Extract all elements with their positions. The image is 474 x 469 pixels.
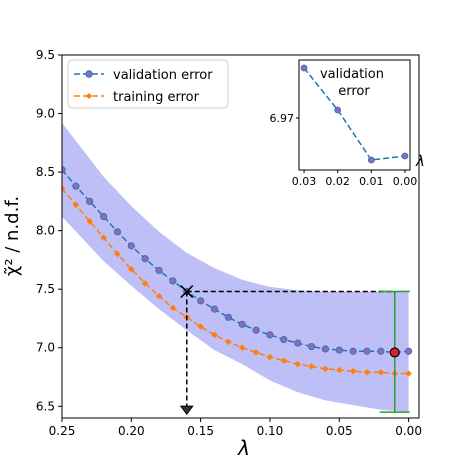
validation-error-point [335,346,343,354]
training-error-point [238,344,246,352]
inset-title: validation [320,67,384,82]
inset-x-tick-label: 0.00 [393,175,418,188]
validation-error-point [113,228,122,236]
inset-x-axis-label: λ [415,152,425,170]
inset-x-tick-label: 0.02 [325,175,350,188]
x-axis-label: λ [237,436,250,460]
training-error-point [308,363,315,370]
validation-error-point [252,326,260,334]
training-error-point [100,234,107,242]
training-error-point [211,331,218,339]
down-arrow-marker [179,405,194,415]
legend-swatch-marker [86,93,92,99]
y-axis-label: χ̃² / n.d.f. [2,196,23,276]
main-plot-area [62,122,413,415]
validation-error-point [210,305,219,313]
training-error-point [127,265,135,273]
y-tick-label: 7.0 [36,341,55,355]
training-error-point [322,365,329,373]
highlighted-point [389,347,400,358]
inset-validation-line [303,67,406,161]
training-error-point [377,368,385,376]
inset-title-line2: error [338,84,370,99]
validation-error-point [127,242,135,250]
training-error-point [62,185,66,192]
legend-label: training error [113,90,200,105]
inset-point [401,152,409,160]
training-error-point [141,279,149,287]
training-error-point [363,368,371,376]
validation-error-point [141,255,149,263]
x-tick-label: 0.15 [187,424,214,438]
legend-box [67,59,229,109]
validation-error-point [280,335,288,344]
validation-error-point [238,320,246,328]
training-error-point [405,370,412,377]
training-error-point [266,353,274,361]
training-error-point [169,304,177,312]
validation-error-point [321,345,330,353]
training-error-point [114,250,121,258]
validation-error-point [377,347,385,355]
validation-error-point [72,182,80,190]
y-tick-label: 7.5 [36,282,55,296]
training-error-point [252,349,260,356]
x-tick-label: 0.05 [326,424,353,438]
x-tick-label: 0.20 [118,424,145,438]
x-tick-label: 0.10 [257,424,284,438]
main-series-group [62,122,413,413]
validation-error-point [349,347,357,355]
training-error-point [294,360,302,368]
validation-error-point [294,339,302,347]
y-tick-label: 9.5 [36,48,55,62]
validation-error-point [62,166,66,174]
training-error-point [86,217,94,225]
validation-error-point [405,347,413,355]
inset-frame [298,59,411,171]
training-error-point [225,338,232,346]
inset-point [367,156,375,164]
validation-error-point [155,266,163,275]
inset-y-tick-label: 6.97 [270,112,295,125]
legend: validation error training error [67,59,229,109]
validation-error-point [86,197,94,205]
validation-error-point [363,347,371,355]
inset-point [334,106,342,114]
main-axes-frame [61,54,420,419]
training-error-point [280,357,288,364]
validation-error-point [197,297,205,305]
validation-error-point [169,277,177,285]
y-tick-label: 9.0 [36,107,55,121]
main-axes: 0.25 0.20 0.15 0.10 0.05 0.00 6.5 7.0 7.5 8.0 8.5 9… [36,48,422,438]
inset-x-tick-label: 0.01 [359,175,384,188]
training-error-point [155,292,163,300]
x-tick-label: 0.25 [49,424,76,438]
inset-plot: validation error 0.03 0.02 0.01 0.00 6.97 λ [270,59,425,188]
validation-error-point [224,313,232,321]
cross-marker [180,284,194,299]
inset-point [300,64,308,72]
training-error-point [72,201,80,209]
legend-label: validation error [113,68,213,83]
y-tick-label: 8.0 [36,224,55,238]
validation-error-point [266,331,274,339]
y-tick-label: 6.5 [36,399,55,413]
training-error-point [335,366,343,374]
legend-swatch-marker [85,70,93,78]
validation-error-point [99,212,108,221]
y-tick-label: 8.5 [36,165,55,179]
validation-error-point [307,342,316,351]
inset-x-tick-label: 0.03 [292,175,317,188]
training-error-point [349,367,357,375]
training-error-point [197,323,204,331]
x-tick-label: 0.00 [395,424,422,438]
uncertainty-band [62,122,409,413]
